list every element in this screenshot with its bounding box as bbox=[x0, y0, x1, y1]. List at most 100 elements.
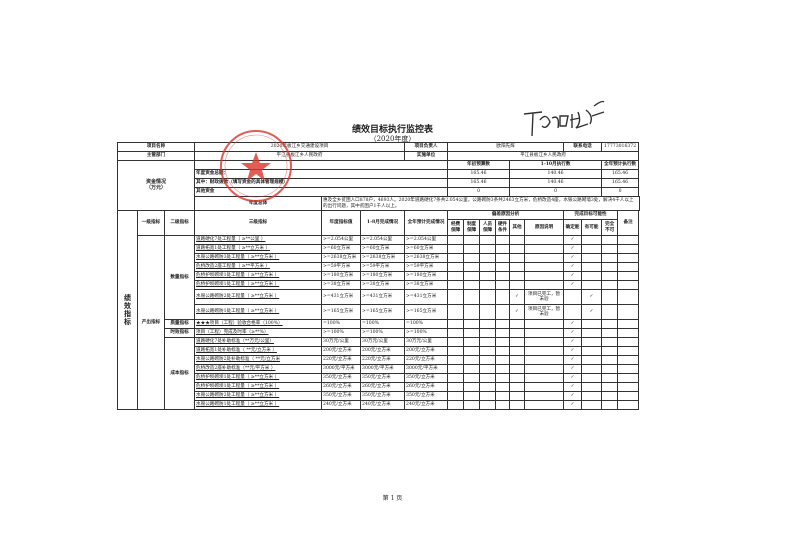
header-deviation: 偏差原因分析 bbox=[447, 210, 565, 220]
indicator-row: 道路拓宽1处工程量（ ≥**立方米 ） >=60立方米 >=60立方米 >=60立方米… bbox=[118, 244, 640, 254]
possibility-check bbox=[601, 364, 619, 374]
deviation-reason bbox=[524, 373, 565, 383]
possibility-check bbox=[581, 244, 603, 254]
deviation-cell bbox=[495, 391, 511, 401]
possibility-check: ✓ bbox=[563, 382, 583, 392]
deviation-cell bbox=[447, 355, 465, 365]
header-deviation-col: 人员保障 bbox=[479, 219, 497, 236]
deviation-other bbox=[509, 373, 526, 383]
deviation-cell bbox=[495, 346, 511, 356]
deviation-cell bbox=[495, 244, 511, 254]
note-cell bbox=[617, 235, 640, 245]
deviation-cell bbox=[495, 280, 511, 290]
possibility-check bbox=[581, 346, 603, 356]
l3-indicator-name: 水毁公路砌防2处工程量（ ≥**立方米 ） bbox=[194, 289, 323, 305]
possibility-check: ✓ bbox=[563, 271, 583, 281]
phone-label: 联系电话 bbox=[563, 142, 603, 152]
deviation-reason bbox=[524, 346, 565, 356]
header-deviation-col: 硬件条件 bbox=[495, 219, 511, 236]
note-cell bbox=[617, 328, 640, 338]
target-value: >=59平方米 bbox=[321, 262, 362, 272]
leader-label: 项目负责人 bbox=[404, 142, 449, 152]
deviation-cell bbox=[447, 280, 465, 290]
header-l3: 三级指标 bbox=[194, 210, 323, 236]
possibility-check bbox=[601, 355, 619, 365]
deviation-other bbox=[509, 235, 526, 245]
funds-col-exec: 1-10月执行数 bbox=[509, 160, 603, 170]
done-value: 260元/立方米 bbox=[360, 382, 406, 392]
possibility-check bbox=[601, 253, 619, 263]
note-cell bbox=[617, 337, 640, 347]
l3-indicator-name: 危桥护坝砌坝1处工程量（ ≥**立方米 ） bbox=[194, 373, 323, 383]
deviation-other bbox=[509, 280, 526, 290]
l3-indicator-name: 水毁公路砌防2处补助标准（ **元/立方米 bbox=[194, 355, 323, 365]
possibility-check bbox=[601, 346, 619, 356]
possibility-check bbox=[563, 289, 583, 305]
deviation-cell bbox=[495, 382, 511, 392]
deviation-cell bbox=[447, 328, 465, 338]
indicator-row: 水毁公路砌防2处补助标准（ **元/立方米 220元/立方米 220元/立方米 220… bbox=[118, 355, 640, 365]
deviation-cell bbox=[495, 319, 511, 329]
deviation-reason bbox=[524, 328, 565, 338]
forecast-value: 260元/立方米 bbox=[404, 382, 449, 392]
note-cell bbox=[617, 253, 640, 263]
deviation-cell bbox=[479, 382, 497, 392]
done-value: >=38立方米 bbox=[360, 280, 406, 290]
forecast-value: 200元/立方米 bbox=[404, 346, 449, 356]
possibility-check: ✓ bbox=[563, 319, 583, 329]
forecast-value: >=2.054公里 bbox=[404, 235, 449, 245]
note-cell bbox=[617, 280, 640, 290]
possibility-check: ✓ bbox=[563, 253, 583, 263]
deviation-cell bbox=[495, 235, 511, 245]
overall-row: 年度总体 惠及全乡贫困人口878户，4693人。2020年道路硬化7条共2.054… bbox=[118, 196, 640, 211]
funds-header-row: 资金情况 （万元） 年初预算数 1-10月执行数 全年预计执行数 bbox=[116, 160, 640, 211]
funds-label: 资金情况 （万元） bbox=[116, 160, 196, 211]
forecast-value: 3000元/平方米 bbox=[404, 364, 449, 374]
deviation-other bbox=[509, 253, 526, 263]
deviation-cell bbox=[495, 337, 511, 347]
forecast-value: 30万元/公里 bbox=[404, 337, 449, 347]
note-cell bbox=[617, 391, 640, 401]
l1-output-indicator: 产出指标 bbox=[137, 235, 165, 410]
note-cell bbox=[617, 373, 640, 383]
phone-value: 17773016372 bbox=[601, 142, 640, 152]
deviation-cell bbox=[479, 373, 497, 383]
possibility-check bbox=[601, 304, 619, 320]
deviation-cell bbox=[495, 253, 511, 263]
deviation-cell bbox=[447, 253, 465, 263]
done-value: 3000元/平方米 bbox=[360, 364, 406, 374]
l3-indicator-name: 危桥护坝砌坝1处工程量（ ≥**立方米 ） bbox=[194, 280, 323, 290]
indicator-row: 危桥护坝砌坝1处工程量（ ≥**立方米 ） >=38立方米 >=38立方米 >=38立… bbox=[118, 280, 640, 290]
impl-value: 平江县板江乡人民政府 bbox=[447, 151, 640, 161]
possibility-check bbox=[601, 235, 619, 245]
deviation-reason bbox=[524, 271, 565, 281]
l3-indicator-name: 道路拓宽1处补助标准（ **元/立方米 ） bbox=[194, 346, 323, 356]
funds-budget: 165.46 bbox=[447, 169, 511, 179]
header-done: 1-8月完成情况 bbox=[360, 210, 406, 236]
deviation-reason bbox=[524, 244, 565, 254]
l3-indicator-name: 水毁公路砌防1处工程量（ ≥**立方米 ） bbox=[194, 304, 323, 320]
note-cell bbox=[617, 244, 640, 254]
possibility-check: ✓ bbox=[563, 280, 583, 290]
possibility-check bbox=[601, 328, 619, 338]
deviation-other bbox=[509, 346, 526, 356]
possibility-check bbox=[601, 373, 619, 383]
note-cell bbox=[617, 319, 640, 329]
deviation-cell bbox=[447, 400, 465, 410]
indicator-row: 水毁公路砌防2处工程量（ ≥**立方米 ） 350元/立方米 350元/立方米 350… bbox=[118, 391, 640, 401]
possibility-check: ✓ bbox=[563, 373, 583, 383]
l3-indicator-name: 危桥护坝砌坝1处工程量（ ≥**立方米 ） bbox=[194, 271, 323, 281]
done-value: >=431立方米 bbox=[360, 289, 406, 305]
possibility-check bbox=[581, 391, 603, 401]
deviation-cell bbox=[495, 355, 511, 365]
possibility-check: ✓ bbox=[563, 235, 583, 245]
note-cell bbox=[617, 289, 640, 305]
deviation-cell bbox=[479, 235, 497, 245]
performance-indicators-label: 绩效指标 bbox=[117, 210, 138, 410]
page-number: 第 1 页 bbox=[382, 495, 403, 502]
done-value: >=2638立方米 bbox=[360, 253, 406, 263]
note-cell bbox=[617, 346, 640, 356]
note-cell bbox=[617, 355, 640, 365]
note-cell bbox=[617, 364, 640, 374]
forecast-value: =100% bbox=[404, 319, 449, 329]
